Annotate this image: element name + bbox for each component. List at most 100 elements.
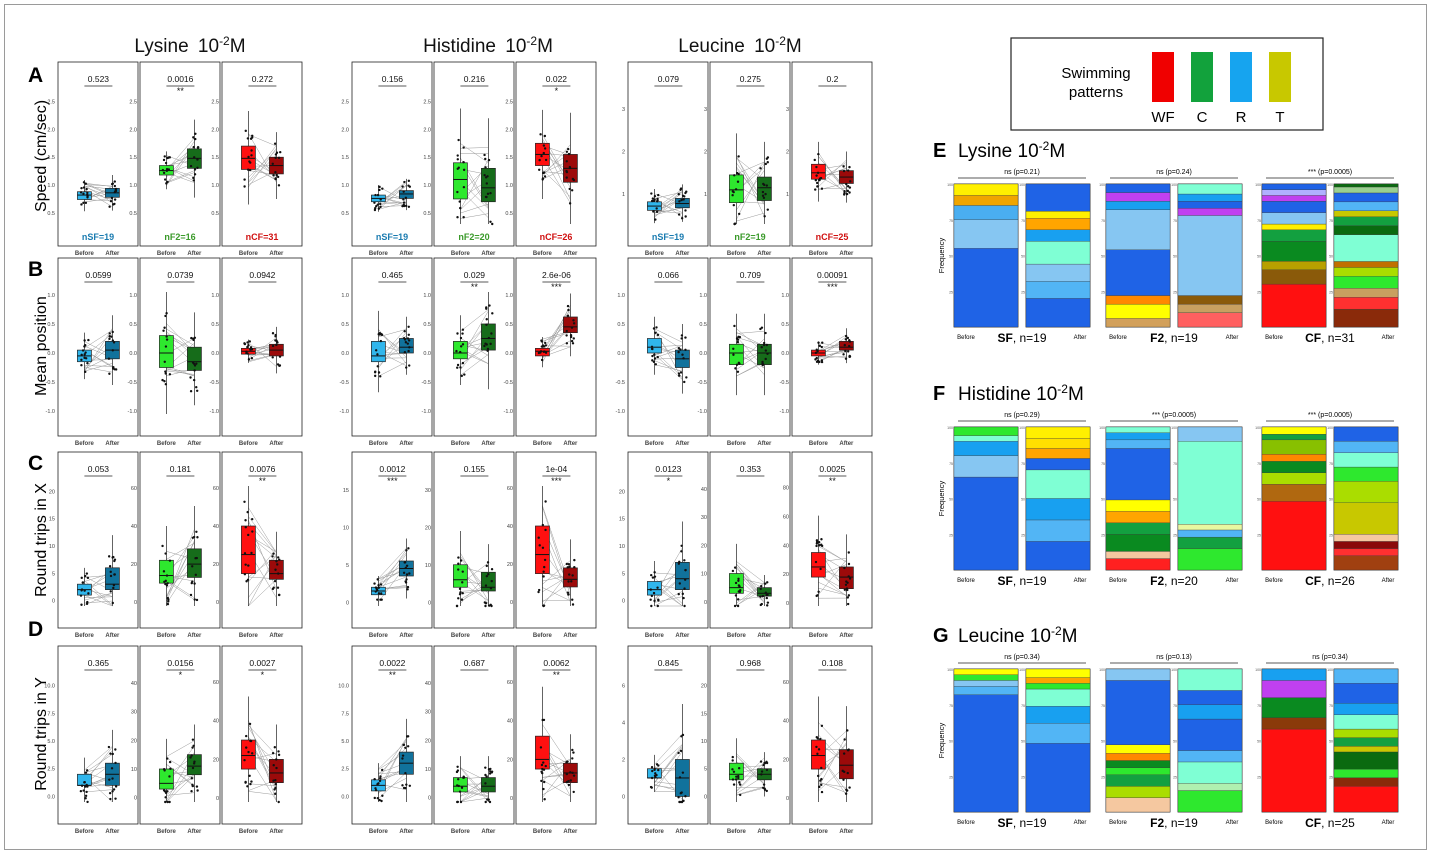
data-point-after [566, 304, 570, 308]
data-point-before [377, 592, 381, 595]
y-tick-label: 2.5 [47, 100, 55, 106]
x-label-after: After [1226, 820, 1239, 826]
data-point-after [192, 179, 196, 182]
data-point-before [819, 567, 822, 571]
bar-y-tick: 25 [1173, 775, 1177, 779]
bar-segment-before [1105, 209, 1171, 250]
data-point-after [271, 162, 274, 166]
data-point-after [491, 312, 494, 315]
paired-line [736, 582, 765, 607]
data-point-after [681, 733, 685, 737]
data-point-before [653, 768, 656, 772]
data-point-before [538, 168, 541, 171]
data-point-before [86, 191, 89, 195]
bar-segment-before [953, 455, 1019, 478]
data-point-before [732, 353, 735, 356]
y-tick-label: 1.5 [129, 155, 137, 161]
data-point-before [83, 339, 86, 342]
data-point-after [274, 170, 277, 174]
y-tick-label: -0.5 [780, 380, 789, 386]
y-tick-label: 1 [622, 192, 625, 198]
data-point-after [766, 161, 769, 164]
data-point-after [407, 333, 411, 336]
data-point-after [271, 344, 275, 348]
data-point-after [191, 784, 194, 788]
p-value-label: 0.0012 [379, 464, 405, 474]
data-point-before [83, 353, 86, 356]
data-point-after [848, 577, 852, 580]
data-point-after [842, 752, 846, 755]
data-point-before [653, 774, 657, 777]
data-point-before [455, 604, 459, 608]
data-point-before [377, 333, 380, 336]
data-point-after [571, 598, 574, 601]
data-point-after [113, 573, 116, 576]
group-name: SF [997, 574, 1012, 588]
bar-segment-before [1105, 774, 1171, 787]
data-point-before [165, 338, 169, 341]
x-tick-label-after: After [105, 633, 120, 639]
data-point-after [402, 571, 406, 575]
data-point-after [278, 364, 281, 367]
significance-stars: ** [259, 476, 267, 486]
data-point-before [460, 374, 464, 378]
data-point-after [272, 552, 275, 555]
significance-stars: * [261, 670, 265, 680]
x-tick-label-after: After [187, 441, 202, 447]
significance-stars: ** [471, 282, 479, 292]
bar-segment-after [1177, 704, 1243, 720]
data-point-before [820, 783, 823, 787]
y-tick-label: 2.0 [47, 127, 55, 133]
data-point-after [195, 385, 198, 389]
bar-segment-after [1333, 466, 1399, 482]
data-point-before [820, 187, 824, 190]
bar-segment-after [1025, 426, 1091, 439]
data-point-before [167, 600, 170, 603]
data-point-after [405, 573, 409, 576]
data-point-after [271, 332, 275, 335]
y-tick-label: 2 [786, 149, 789, 155]
y-tick-label: 2 [704, 149, 707, 155]
data-point-after [196, 536, 199, 539]
x-tick-label-before: Before [75, 441, 95, 447]
data-point-after [846, 588, 849, 592]
test-label: ns (p=0.34) [1004, 654, 1040, 661]
bar-segment-before [953, 694, 1019, 813]
paired-line [736, 155, 765, 217]
data-point-after [764, 582, 767, 585]
data-point-after [192, 744, 195, 747]
data-point-before [168, 373, 172, 376]
data-point-before [820, 345, 823, 349]
data-point-before [250, 154, 253, 157]
data-point-after [488, 800, 492, 804]
data-point-after [486, 349, 489, 352]
data-point-after [843, 566, 846, 570]
data-point-after [846, 350, 850, 353]
svg-text:E: E [933, 140, 946, 162]
data-point-before [655, 207, 658, 210]
data-point-before [456, 332, 459, 335]
box-before [811, 552, 826, 578]
x-tick-label-before: Before [75, 829, 95, 835]
plot-frame [709, 61, 791, 247]
x-tick-label-after: After [187, 829, 202, 835]
data-point-after [573, 558, 576, 562]
box-after [481, 777, 496, 793]
data-point-before [251, 134, 254, 138]
y-tick-label: 0 [346, 600, 349, 606]
data-point-after [196, 166, 199, 170]
data-point-before [657, 193, 660, 197]
data-point-after [762, 363, 765, 366]
data-point-before [537, 590, 540, 594]
paired-line [736, 212, 765, 222]
x-label-after: After [1074, 820, 1087, 826]
data-point-after [682, 596, 685, 600]
data-point-after [113, 180, 116, 183]
